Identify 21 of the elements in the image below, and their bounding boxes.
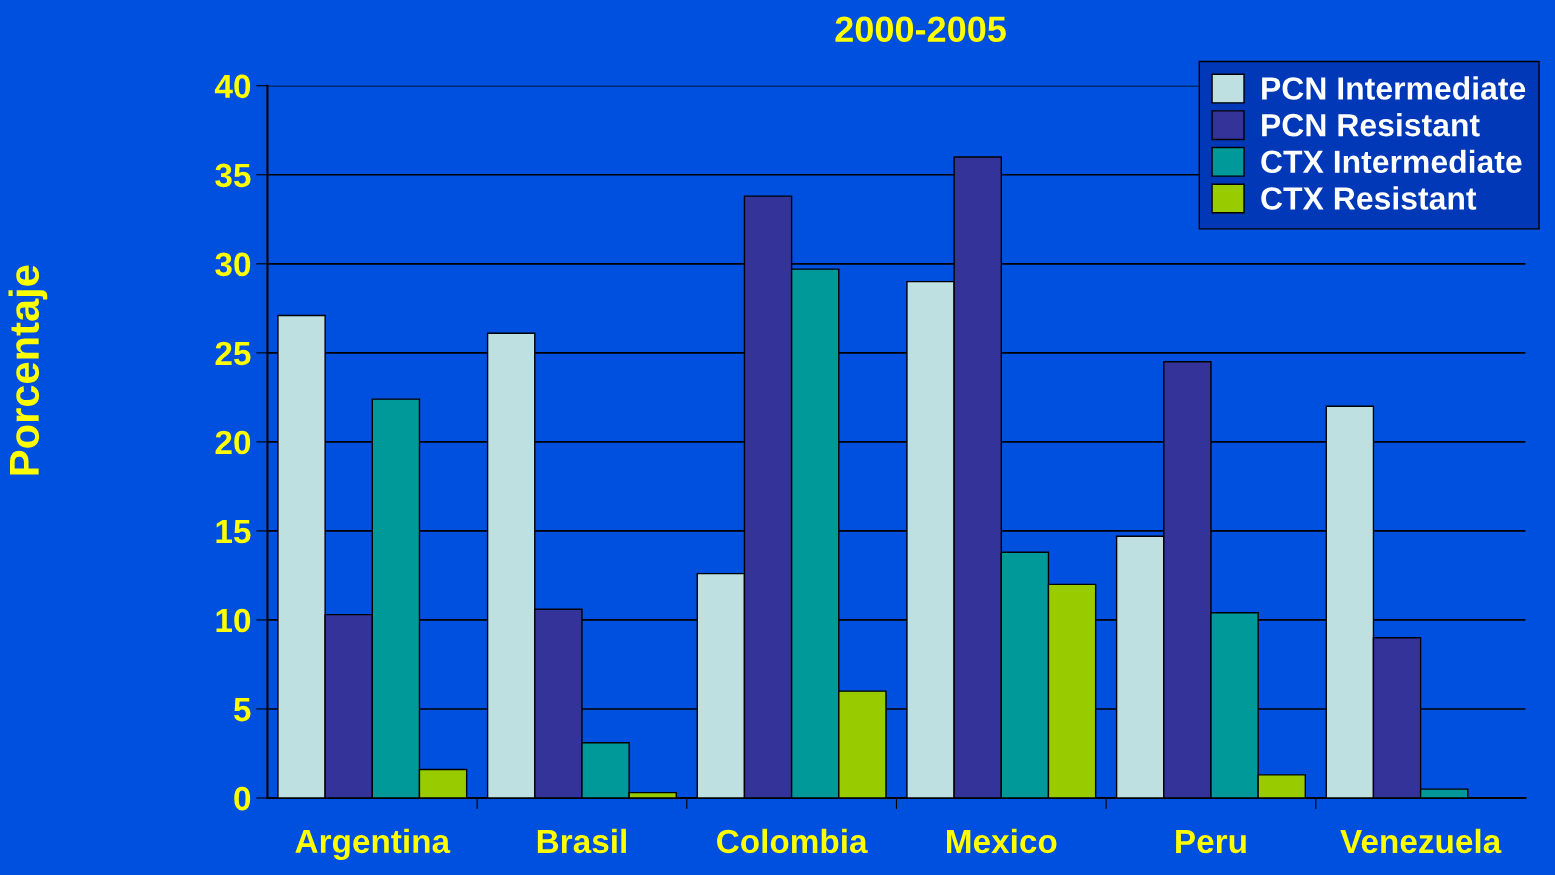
x-tick-label: Venezuela <box>1340 828 1502 854</box>
x-tick-label: Colombia <box>717 828 868 854</box>
legend-label: PCN Resistant <box>1262 112 1480 137</box>
y-tick-label: 0 <box>234 786 251 811</box>
chart-title: 2000-2005 <box>835 16 1006 43</box>
x-tick-label: Brasil <box>537 828 626 854</box>
legend-label: PCN Intermediate <box>1262 76 1526 100</box>
y-tick-label: 35 <box>215 163 251 188</box>
y-tick-label: 25 <box>215 341 251 366</box>
x-tick-label: Argentina <box>295 828 451 860</box>
legend-label: CTX Intermediate <box>1261 149 1522 174</box>
y-tick-label: 15 <box>216 520 251 544</box>
y-tick-label: 10 <box>216 608 251 633</box>
legend-label: CTX Resistant <box>1261 186 1477 210</box>
y-axis-title: Porcentaje <box>8 265 48 475</box>
y-tick-label: 5 <box>233 698 251 722</box>
y-tick-label: 20 <box>215 430 251 455</box>
y-tick-label: 30 <box>215 252 251 277</box>
y-tick-label: 40 <box>214 74 251 99</box>
x-tick-label: Mexico <box>947 828 1057 854</box>
x-tick-label: Peru <box>1176 829 1246 854</box>
